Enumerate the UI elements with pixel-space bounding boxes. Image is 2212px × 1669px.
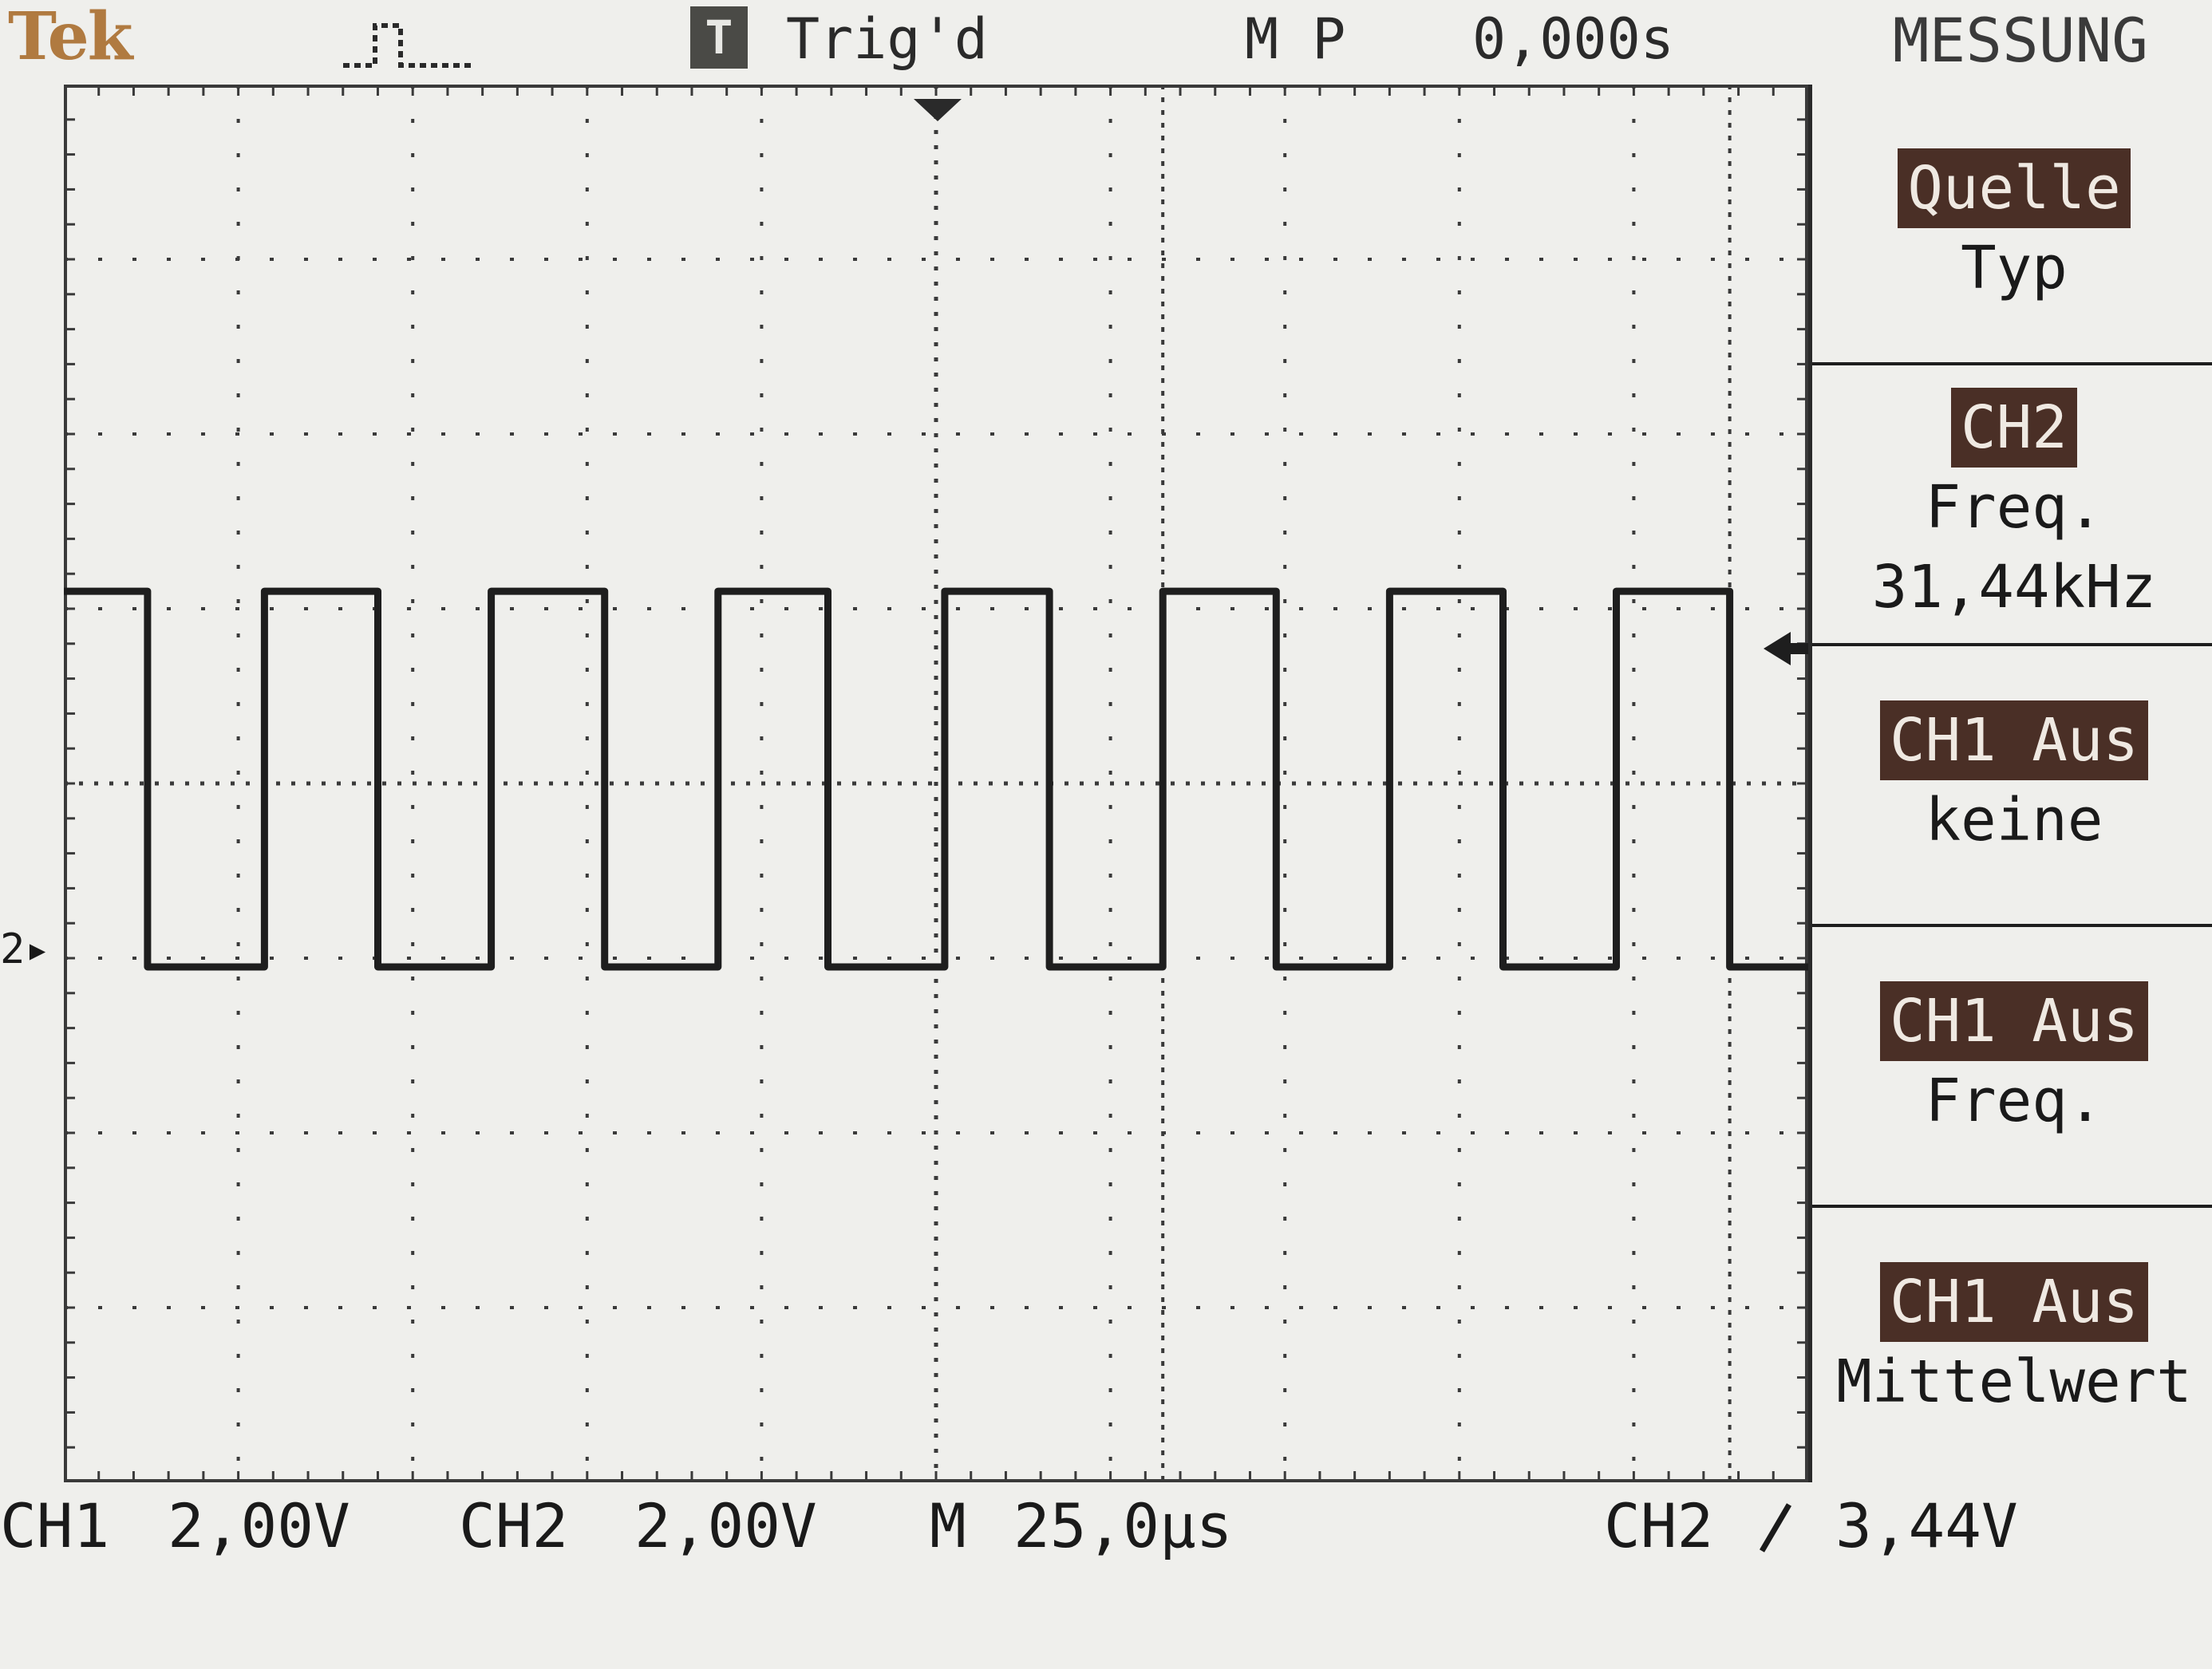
menu-sub: Freq. — [1925, 473, 2103, 542]
ch1-label: CH1 — [0, 1490, 110, 1561]
brand-logo: Tek — [8, 0, 133, 75]
menu-item-ch2-freq[interactable]: CH2 Freq. 31,44kHz — [1812, 362, 2212, 643]
position-value: 0,000s — [1472, 6, 1674, 72]
ch2-scale: 2,00V — [634, 1490, 817, 1561]
ch1-scale: 2,00V — [168, 1490, 350, 1561]
trigger-badge: T — [690, 6, 748, 69]
menu-highlight: CH1 Aus — [1880, 700, 2148, 780]
menu-highlight: Quelle — [1898, 148, 2131, 228]
ch2-ground-marker: 2▸ — [0, 925, 50, 973]
trigger-status: Trig'd — [786, 6, 988, 72]
menu-highlight: CH1 Aus — [1880, 981, 2148, 1061]
menu-highlight: CH2 — [1951, 388, 2077, 468]
menu-sub: Typ — [1961, 234, 2068, 302]
trigger-level-arrow-icon — [1764, 632, 1808, 665]
menu-item-ch1-mean[interactable]: CH1 Aus Mittelwert — [1812, 1205, 2212, 1482]
menu-highlight: CH1 Aus — [1880, 1262, 2148, 1342]
menu-sub: Mittelwert — [1836, 1347, 2192, 1416]
menu-item-source-type[interactable]: Quelle Typ — [1812, 85, 2212, 362]
position-label: M P — [1245, 6, 1346, 72]
square-wave-trace — [64, 587, 1808, 971]
trigger-position-marker — [914, 99, 962, 121]
ch2-label: CH2 — [459, 1490, 569, 1561]
graticule — [64, 85, 1808, 1482]
measurement-value: 31,44kHz — [1871, 553, 2157, 621]
acquisition-pulse-icon — [343, 23, 471, 68]
trigger-source: CH2 — [1604, 1490, 1714, 1561]
menu-item-ch1-none[interactable]: CH1 Aus keine — [1812, 643, 2212, 924]
menu-sub: Freq. — [1925, 1067, 2103, 1135]
timebase-label: M — [930, 1490, 966, 1561]
trigger-level: 3,44V — [1835, 1490, 2018, 1561]
measure-menu: Quelle Typ CH2 Freq. 31,44kHz CH1 Aus ke… — [1808, 85, 2212, 1482]
ch2-trace — [64, 587, 1808, 971]
waveform-display — [64, 85, 1808, 1482]
menu-title: MESSUNG — [1892, 5, 2148, 76]
menu-sub: keine — [1925, 786, 2103, 854]
rising-edge-icon — [1759, 1503, 1792, 1553]
menu-item-ch1-freq[interactable]: CH1 Aus Freq. — [1812, 924, 2212, 1205]
timebase-value: 25,0µs — [1013, 1490, 1233, 1561]
